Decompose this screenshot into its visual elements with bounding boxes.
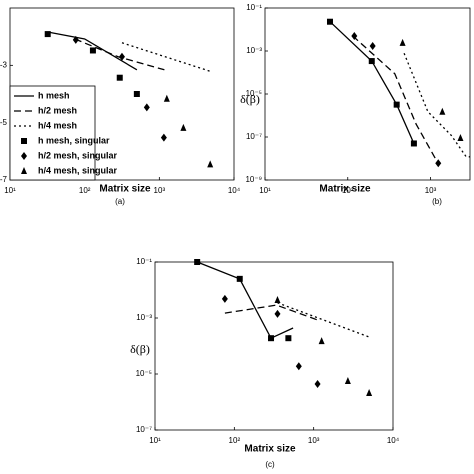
y-tick-label: -3 [0, 60, 8, 69]
x-tick-label: 10² [229, 436, 241, 445]
y-axis-label: δ(β) [130, 342, 150, 356]
legend-swatch [21, 167, 27, 174]
marker [285, 335, 292, 342]
x-tick-label: 10² [342, 186, 354, 195]
marker [368, 58, 375, 65]
legend-swatch [21, 138, 27, 144]
x-axis-label: Matrix size [244, 444, 296, 455]
series-line [74, 38, 165, 71]
legend-label: h/4 mesh [38, 120, 77, 130]
marker [116, 74, 123, 81]
series-line [403, 53, 470, 158]
caption: (a) [115, 197, 125, 206]
y-tick-label: 10⁻³ [246, 46, 262, 55]
x-tick-label: 10⁴ [387, 436, 400, 445]
plot-frame [264, 7, 471, 181]
y-tick-label: 10⁻⁵ [246, 89, 262, 98]
marker [274, 309, 281, 318]
x-axis-label: Matrix size [99, 184, 151, 195]
marker [221, 294, 228, 303]
x-tick-label: 10³ [308, 436, 320, 445]
legend-box [9, 85, 96, 181]
marker [44, 31, 51, 38]
marker [344, 377, 351, 385]
x-tick-label: 10¹ [4, 186, 16, 195]
y-tick-label: 10⁻¹ [136, 257, 152, 266]
y-axis-label: δ(β) [240, 92, 260, 106]
marker [236, 275, 243, 282]
marker [163, 94, 170, 102]
marker [369, 42, 376, 51]
legend-label: h/2 mesh, singular [38, 150, 118, 160]
marker [180, 123, 187, 131]
marker [399, 38, 406, 46]
marker [274, 295, 281, 303]
x-tick-label: 10² [79, 186, 91, 195]
plot-frame [154, 261, 394, 431]
marker [314, 379, 321, 388]
legend-label: h mesh, singular [38, 135, 110, 145]
y-tick-label: 10⁻³ [136, 313, 152, 322]
series-line [277, 302, 370, 338]
y-tick-label: 10⁻⁷ [246, 132, 262, 141]
y-tick-label: -7 [0, 175, 8, 184]
series-line [47, 31, 138, 71]
x-tick-label: 10⁴ [228, 186, 241, 195]
marker [143, 103, 150, 112]
series-line [121, 42, 212, 73]
marker [194, 259, 201, 265]
marker [295, 362, 302, 371]
series-line [352, 35, 440, 165]
marker [318, 337, 325, 345]
x-tick-label: 10³ [425, 186, 437, 195]
y-tick-label: 10⁻⁷ [136, 425, 152, 434]
marker [268, 335, 275, 342]
marker [435, 159, 442, 168]
marker [89, 47, 96, 54]
marker [439, 107, 446, 115]
legend-label: h/4 mesh, singular [38, 165, 118, 175]
x-tick-label: 10¹ [259, 186, 271, 195]
x-tick-label: 10¹ [149, 436, 161, 445]
caption: (c) [265, 460, 275, 469]
y-tick-label: -5 [0, 118, 8, 127]
marker [351, 31, 358, 40]
series-line [224, 304, 318, 321]
legend-label: h mesh [38, 90, 70, 100]
marker [393, 101, 400, 108]
marker [118, 52, 125, 61]
marker [410, 140, 417, 147]
marker [207, 160, 214, 168]
marker [160, 133, 167, 142]
y-tick-label: 10⁻¹ [246, 3, 262, 12]
legend-label: h/2 mesh [38, 105, 77, 115]
y-tick-label: 10⁻⁵ [136, 369, 152, 378]
series-line [196, 261, 294, 340]
marker [133, 91, 140, 97]
x-tick-label: 10³ [154, 186, 166, 195]
x-axis-label: Matrix size [319, 184, 371, 195]
marker [326, 18, 333, 25]
series-line [329, 21, 415, 144]
marker [457, 133, 464, 141]
marker [72, 35, 79, 44]
legend-swatch [21, 152, 27, 160]
marker [366, 388, 373, 396]
caption: (b) [432, 197, 442, 206]
y-tick-label: 10⁻⁹ [245, 175, 262, 184]
